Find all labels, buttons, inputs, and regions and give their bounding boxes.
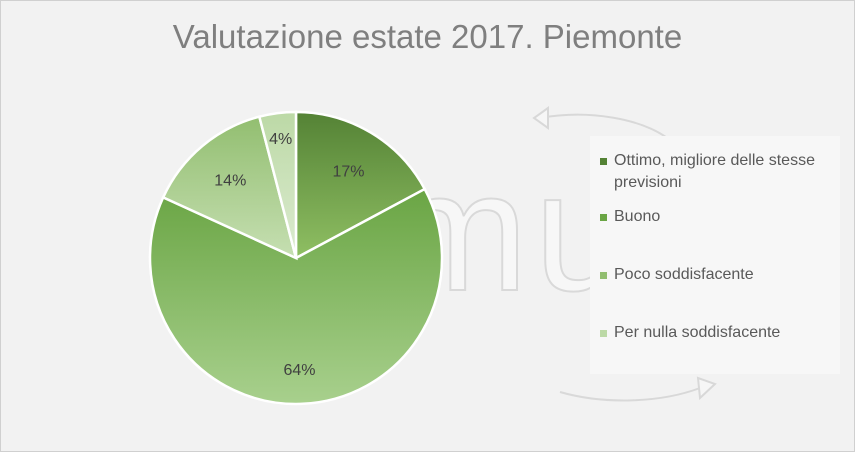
legend-swatch: [600, 330, 607, 337]
legend-item: Per nulla soddisfacente: [600, 322, 849, 344]
data-label: 14%: [214, 173, 246, 190]
legend: Ottimo, migliore delle stesse previsioni…: [590, 136, 840, 374]
pie-slice: [161, 115, 298, 261]
legend-label: Ottimo, migliore delle stesse previsioni: [614, 152, 815, 191]
legend-item: Buono: [600, 206, 849, 228]
legend-swatch: [600, 158, 607, 165]
pie-slice: [257, 110, 298, 259]
legend-label: Per nulla soddisfacente: [614, 324, 781, 341]
legend-label: Buono: [614, 208, 661, 225]
legend-swatch: [600, 214, 607, 221]
data-label: 17%: [332, 163, 364, 180]
data-label: 4%: [269, 131, 292, 148]
pie-slice: [148, 187, 444, 406]
legend-swatch: [600, 272, 607, 279]
watermark-logo: [532, 106, 717, 402]
legend-label: Poco soddisfacente: [614, 266, 754, 283]
data-label: 64%: [284, 362, 316, 379]
legend-item: Ottimo, migliore delle stesse previsioni: [600, 150, 849, 194]
legend-item: Poco soddisfacente: [600, 264, 849, 286]
pie-slice: [294, 110, 427, 261]
chart-title: Valutazione estate 2017. Piemonte: [172, 18, 683, 55]
